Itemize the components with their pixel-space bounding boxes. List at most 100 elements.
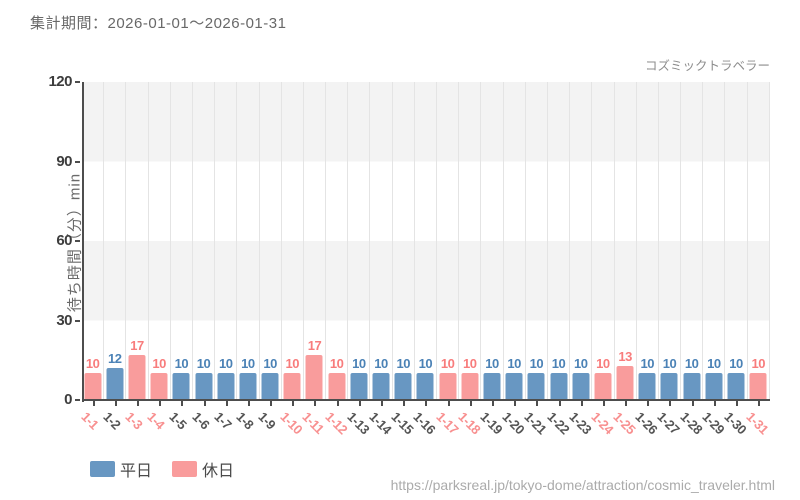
bar	[572, 373, 590, 400]
x-tick-label: 1-4	[144, 409, 168, 433]
plot-area: 10 1-1 12 1-2 17 1-3 10 1-4 10 1-5 10 1-6 10 1-7 10 1-8…	[78, 82, 772, 437]
bar-value-label: 10	[218, 356, 233, 371]
x-tick-mark	[203, 401, 206, 406]
attraction-name: コズミックトラベラー	[644, 59, 770, 73]
x-tick-label: 1-22	[543, 409, 573, 438]
x-tick-mark	[292, 401, 295, 406]
category-slot: 10 1-16	[411, 82, 439, 437]
bar-value-label: 10	[396, 356, 410, 371]
x-tick-mark	[447, 401, 450, 406]
x-tick-mark	[558, 401, 561, 406]
x-tick-mark	[669, 401, 672, 406]
x-tick-mark	[114, 401, 117, 406]
x-tick-label: 1-2	[100, 409, 124, 433]
x-tick-label: 1-25	[610, 409, 639, 438]
y-tick-mark	[75, 319, 80, 322]
x-tick-label: 1-20	[499, 409, 528, 438]
bar	[106, 368, 124, 400]
x-tick-mark	[270, 401, 273, 406]
bar-value-label: 10	[751, 356, 765, 371]
bar-value-label: 10	[684, 356, 699, 371]
bar	[749, 373, 767, 400]
x-tick-mark	[314, 401, 317, 406]
x-tick-mark	[403, 401, 406, 406]
bar-value-label: 10	[241, 356, 255, 371]
category-slot: 10 1-30	[721, 82, 750, 437]
x-tick-label: 1-5	[166, 409, 190, 433]
x-tick-label: 1-21	[521, 409, 550, 438]
bar	[150, 373, 168, 400]
category-slot: 10 1-22	[544, 82, 572, 437]
bar-value-label: 10	[174, 356, 189, 371]
x-tick-label: 1-17	[432, 409, 462, 438]
bar-value-label: 17	[130, 338, 144, 353]
x-tick-label: 1-28	[677, 409, 706, 438]
bar-value-label: 10	[329, 356, 344, 371]
x-tick-mark	[336, 401, 339, 406]
y-axis-line	[82, 82, 84, 402]
x-tick-mark	[736, 401, 739, 406]
x-tick-mark	[358, 401, 361, 406]
x-tick-label: 1-3	[122, 409, 146, 433]
y-tick-label: 90	[56, 152, 72, 170]
x-tick-label: 1-30	[721, 409, 750, 438]
x-axis-line	[82, 399, 770, 401]
category-slot: 10 1-9	[255, 82, 282, 432]
bar-value-label: 10	[418, 356, 433, 371]
category-slot: 10 1-28	[677, 82, 705, 437]
bar	[372, 373, 390, 400]
bar	[261, 373, 279, 400]
bar	[550, 373, 568, 400]
bar-value-label: 10	[285, 356, 300, 371]
category-slot: 10 1-24	[588, 82, 616, 437]
legend-swatch-holiday	[172, 461, 198, 477]
bar-value-label: 10	[352, 356, 366, 371]
x-tick-mark	[625, 401, 628, 406]
x-tick-label: 1-12	[322, 409, 351, 438]
category-slot: 10 1-18	[455, 82, 483, 437]
y-tick-label: 120	[48, 73, 72, 90]
legend-item-holiday: 休日	[172, 457, 234, 481]
category-slot: 10 1-29	[699, 82, 727, 437]
legend-label-weekday: 平日	[120, 463, 153, 480]
bar	[616, 366, 634, 400]
x-tick-label: 1-10	[277, 409, 306, 438]
x-tick-mark	[181, 401, 184, 406]
x-tick-mark	[691, 401, 694, 406]
category-slot: 17 1-11	[300, 82, 328, 437]
bar-value-label: 10	[485, 356, 499, 371]
x-tick-label: 1-13	[344, 409, 373, 438]
bar-value-label: 10	[440, 356, 455, 371]
y-tick-label: 0	[64, 391, 72, 408]
bar-value-label: 10	[596, 356, 610, 371]
bar-value-label: 10	[662, 356, 677, 371]
category-slot: 10 1-14	[366, 82, 395, 437]
bar-value-label: 10	[507, 356, 521, 371]
bar	[195, 373, 213, 400]
bar	[505, 373, 523, 400]
x-tick-mark	[381, 401, 384, 406]
category-slot: 17 1-3	[122, 82, 149, 432]
y-axis: 待ち時間（分）min 0 30 60 90 120	[30, 73, 83, 408]
category-slot: 10 1-21	[522, 82, 550, 437]
x-tick-label: 1-15	[388, 409, 417, 438]
category-slot: 10 1-10	[278, 82, 306, 437]
x-tick-label: 1-11	[299, 409, 328, 437]
category-slot: 10 1-1	[78, 82, 105, 432]
x-tick-label: 1-31	[743, 409, 772, 438]
bar	[594, 373, 612, 400]
category-slot: 13 1-25	[610, 82, 639, 437]
legend-item-weekday: 平日	[90, 457, 152, 481]
category-slot: 12 1-2	[100, 82, 127, 432]
bar-value-label: 10	[551, 356, 566, 371]
category-slot: 10 1-20	[500, 82, 528, 437]
y-tick-mark	[75, 160, 80, 163]
category-slot: 10 1-5	[167, 82, 193, 432]
x-tick-label: 1-9	[255, 409, 279, 433]
x-tick-mark	[247, 401, 250, 406]
x-tick-mark	[159, 401, 162, 406]
report-period-title: 集計期間：2026-01-01～2026-01-31	[30, 15, 287, 32]
y-tick-mark	[75, 240, 80, 242]
x-tick-label: 1-7	[211, 409, 235, 433]
bar	[239, 373, 257, 400]
